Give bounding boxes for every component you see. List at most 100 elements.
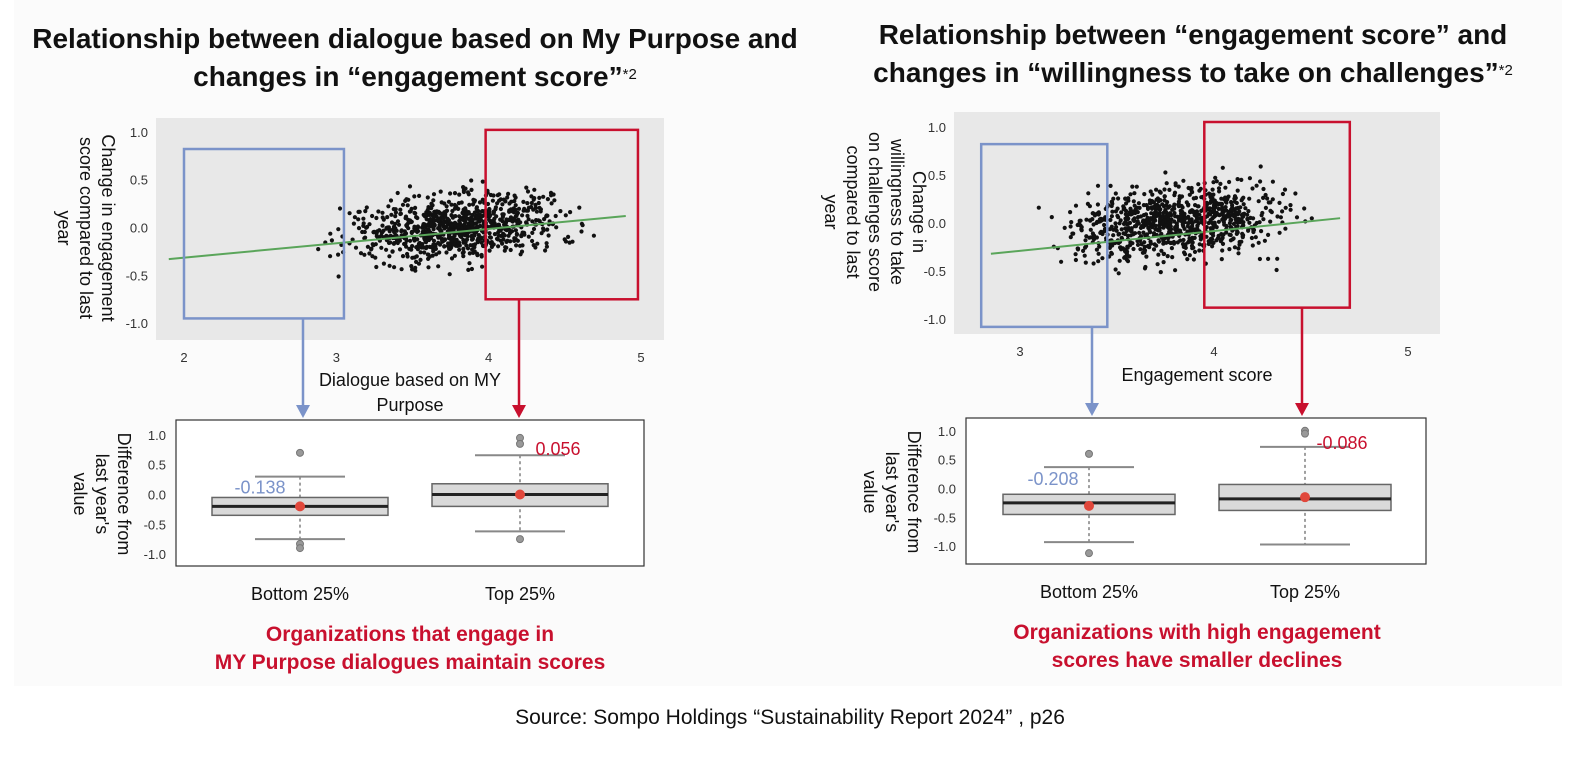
right-box-y-label-line: value — [860, 470, 880, 513]
right-scatter-point — [1148, 241, 1154, 246]
right-scatter-point — [1096, 251, 1101, 256]
right-scatter-point — [1209, 192, 1214, 197]
right-scatter-point — [1195, 212, 1200, 217]
left-scatter-point — [488, 213, 493, 218]
left-scatter-point — [380, 210, 385, 215]
right-scatter-point — [1108, 243, 1113, 248]
right-scatter-point — [1135, 242, 1141, 247]
right-scatter-point — [1087, 204, 1092, 209]
right-scatter-point — [1162, 187, 1167, 192]
right-scatter-point — [1274, 267, 1279, 273]
right-scatter-point — [1240, 235, 1245, 240]
right-scatter-y-label-line: Change in — [909, 171, 929, 253]
right-scatter-point — [1137, 230, 1142, 235]
left-scatter-point — [446, 199, 451, 204]
right-scatter-point — [1288, 207, 1293, 212]
left-scatter-point — [365, 244, 370, 249]
left-scatter-point — [438, 189, 443, 194]
right-scatter-point — [1117, 231, 1122, 237]
left-scatter-point — [452, 191, 458, 196]
left-scatter-point — [380, 223, 385, 228]
right-scatter-point — [1167, 187, 1172, 192]
left-chart-title: Relationship between dialogue based on M… — [20, 20, 810, 96]
right-scatter-point — [1193, 227, 1198, 232]
right-scatter-point — [1081, 248, 1086, 253]
right-scatter-point — [1049, 215, 1054, 220]
left-scatter-point — [431, 198, 436, 203]
right-scatter-point — [1097, 244, 1102, 249]
left-scatter-y-label-line: Change in engagement — [98, 134, 118, 321]
right-scatter-point — [1261, 186, 1266, 192]
right-scatter-point — [1261, 195, 1266, 200]
left-scatter-point — [329, 238, 334, 243]
left-box-y-tick: -1.0 — [144, 547, 166, 562]
right-scatter-point — [1180, 222, 1185, 227]
left-scatter-point — [525, 201, 530, 206]
right-scatter-y-label-line: on challenges score — [865, 132, 885, 292]
right-scatter-point — [1155, 205, 1160, 210]
left-scatter-point — [442, 201, 447, 206]
left-scatter-point — [530, 238, 535, 244]
left-scatter-point — [480, 264, 485, 269]
left-scatter-point — [468, 215, 474, 220]
left-scatter-point — [418, 250, 423, 255]
left-scatter-point — [446, 218, 451, 223]
right-scatter-point — [1159, 248, 1164, 253]
left-scatter-point — [464, 243, 469, 248]
right-scatter-point — [1170, 207, 1175, 212]
right-title-text: Relationship between “engagement score” … — [873, 19, 1508, 88]
right-scatter-point — [1169, 217, 1174, 222]
left-scatter-point — [470, 202, 476, 207]
left-box-y-tick: -0.5 — [144, 517, 166, 532]
right-scatter-point — [1197, 248, 1202, 253]
right-scatter-point — [1084, 234, 1089, 239]
right-scatter-x-tick: 5 — [1404, 344, 1411, 359]
right-scatter-point — [1119, 235, 1124, 240]
left-scatter-point — [379, 245, 384, 250]
left-scatter-point — [558, 209, 563, 214]
right-scatter-point — [1180, 205, 1185, 210]
left-scatter-point — [374, 264, 379, 270]
left-scatter-point — [410, 267, 415, 272]
left-scatter-point — [463, 240, 468, 245]
left-scatter-point — [541, 228, 546, 233]
right-scatter-point — [1166, 212, 1171, 217]
left-scatter-point — [534, 209, 540, 214]
left-scatter-point — [431, 238, 437, 243]
left-scatter-point — [370, 242, 375, 247]
right-box-y-label-line: last year's — [882, 452, 902, 532]
left-scatter-y-label-line: year — [54, 210, 74, 245]
left-scatter-point — [488, 235, 493, 240]
left-scatter-point — [514, 243, 519, 248]
right-scatter-point — [1073, 257, 1078, 263]
right-scatter-y-label-line: year — [821, 194, 841, 229]
right-scatter-x-tick: 3 — [1016, 344, 1023, 359]
right-scatter-point — [1115, 213, 1120, 218]
right-scatter-point — [1173, 214, 1178, 219]
right-scatter-point — [1150, 225, 1155, 230]
right-scatter-point — [1172, 202, 1177, 207]
right-scatter-point — [1132, 216, 1137, 221]
right-scatter-point — [1113, 191, 1118, 196]
right-scatter-point — [1156, 252, 1161, 257]
left-scatter-point — [422, 250, 427, 255]
left-scatter-point — [501, 212, 506, 217]
right-scatter-point — [1069, 220, 1074, 225]
left-scatter-point — [444, 209, 449, 214]
left-scatter-point — [434, 252, 439, 257]
right-scatter-point — [1241, 202, 1246, 207]
left-scatter-point — [388, 198, 394, 203]
right-scatter-point — [1257, 220, 1262, 225]
left-box-category-label: Top 25% — [485, 584, 555, 604]
right-scatter-point — [1278, 215, 1283, 220]
right-scatter-point — [1122, 248, 1127, 253]
left-scatter-point — [496, 244, 501, 249]
right-scatter-point — [1122, 206, 1127, 211]
right-scatter-point — [1283, 226, 1288, 231]
right-scatter-point — [1153, 214, 1158, 219]
left-scatter-point — [436, 264, 441, 269]
right-scatter-point — [1125, 212, 1130, 217]
right-scatter-point — [1156, 239, 1162, 244]
